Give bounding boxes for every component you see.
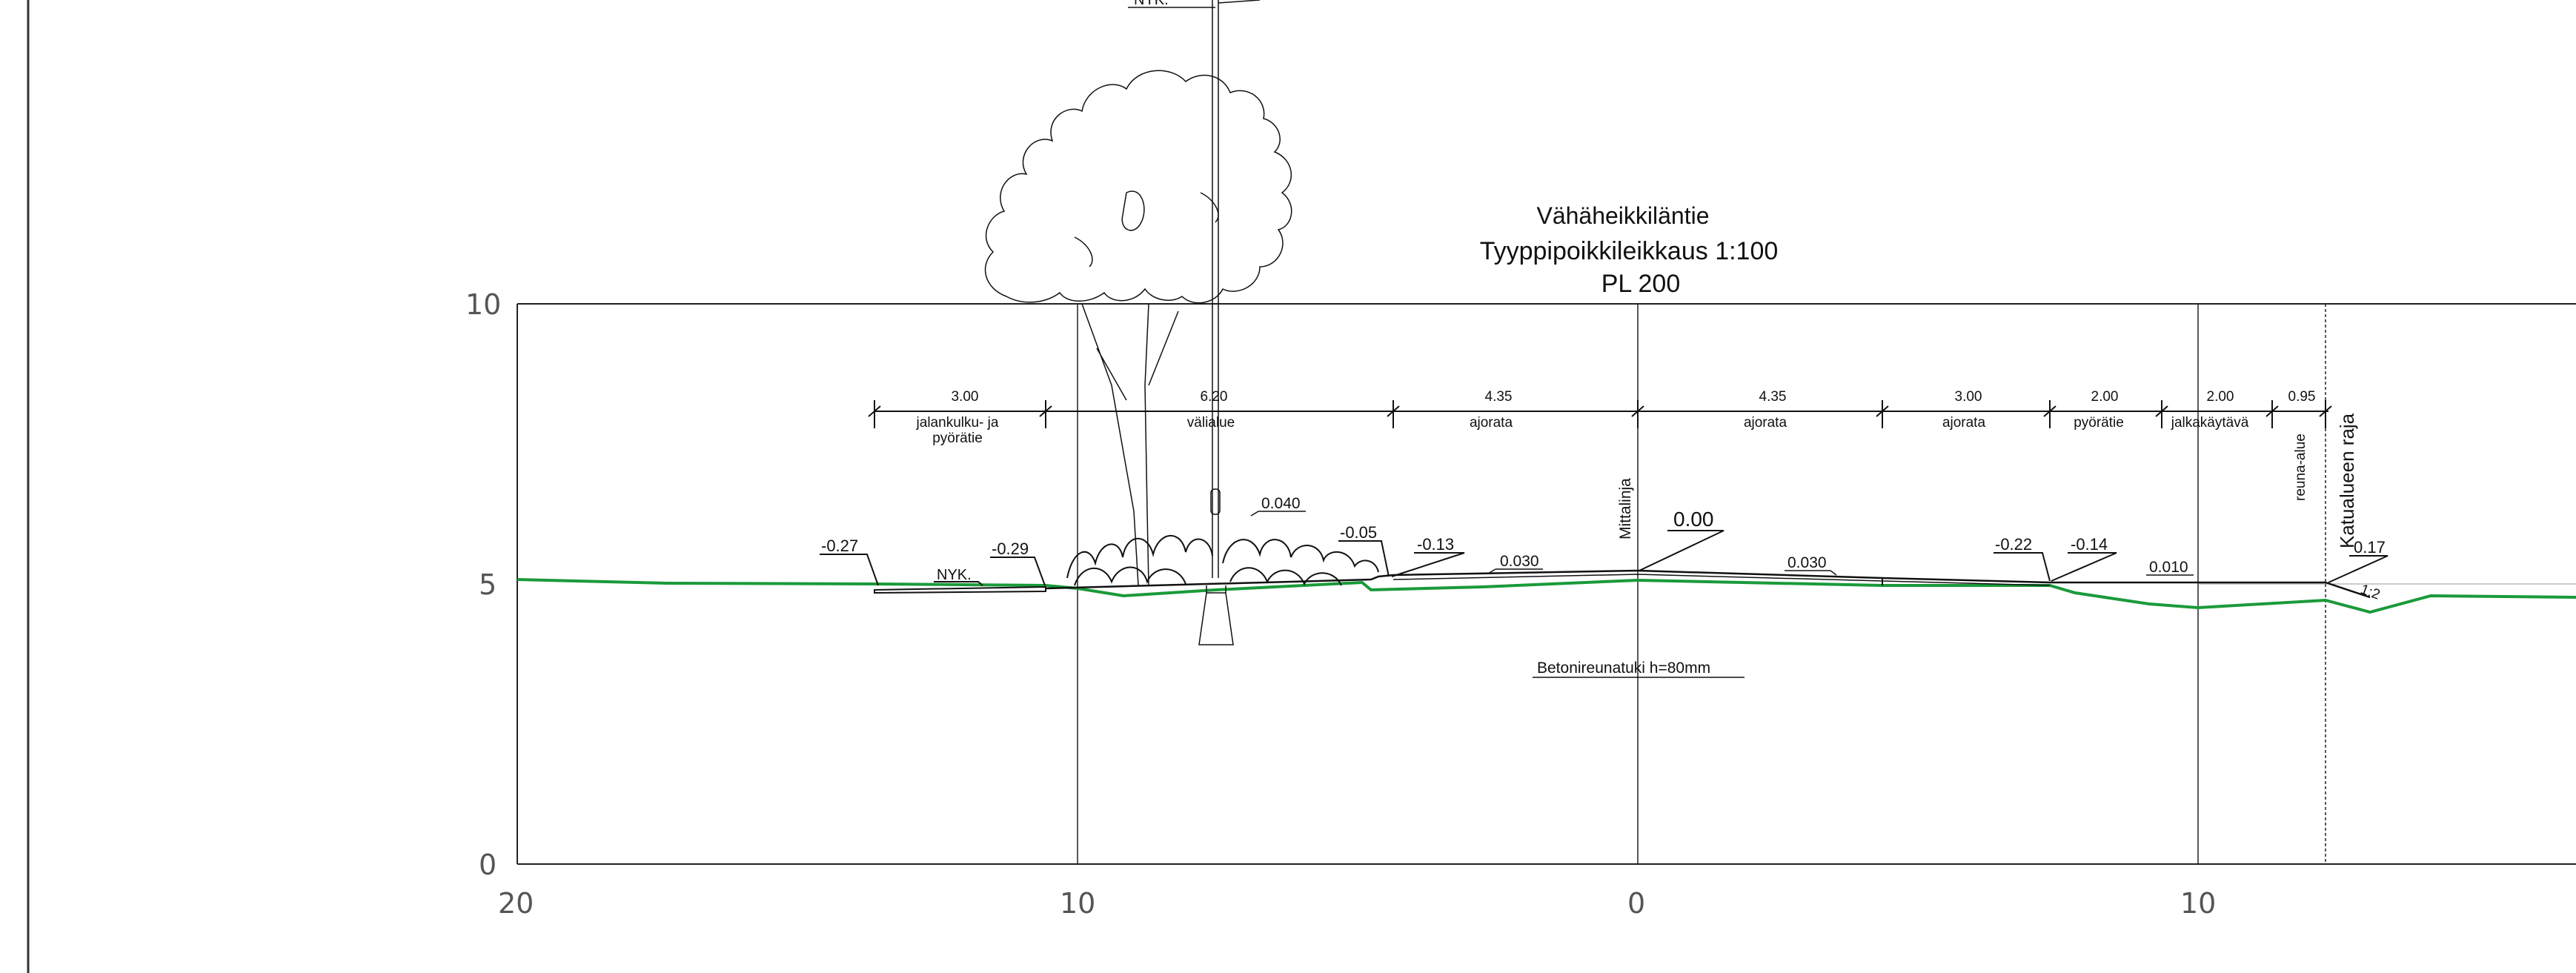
slope-label-5: 1:2 bbox=[2358, 582, 2382, 603]
width-value-1: 3.00 bbox=[952, 389, 979, 405]
width-label-5: ajorata bbox=[1942, 415, 1986, 431]
planned-surface bbox=[874, 569, 2371, 599]
width-value-7: 2.00 bbox=[2207, 389, 2234, 405]
level-label-5: 0.00 bbox=[1673, 508, 1714, 531]
light-pole bbox=[1198, 0, 1261, 645]
y-tick-10: 10 bbox=[465, 288, 501, 321]
y-tick-5: 5 bbox=[479, 568, 497, 601]
level-label-8: 0.17 bbox=[2354, 538, 2386, 557]
existing-label: NYK. bbox=[937, 567, 972, 583]
width-label-3: ajorata bbox=[1470, 415, 1513, 431]
existing-label-top: NYK. bbox=[1134, 0, 1169, 8]
shrub-planting bbox=[1066, 534, 1379, 586]
level-label-7: -0.14 bbox=[2071, 535, 2108, 554]
centerline-label: Mittalinja bbox=[1617, 478, 1634, 539]
width-value-2: 6.20 bbox=[1201, 389, 1228, 405]
width-label-line: jalankulku- ja bbox=[916, 415, 999, 431]
edge-area-label: reuna-alue bbox=[2293, 434, 2308, 501]
level-label-3: -0.05 bbox=[1340, 523, 1377, 542]
width-value-4: 4.35 bbox=[1759, 389, 1787, 405]
width-label-1: jalankulku- ja pyörätie bbox=[916, 415, 999, 446]
x-tick-10-left: 10 bbox=[1060, 887, 1095, 920]
level-leaders bbox=[820, 530, 2389, 586]
width-label-2: välialue bbox=[1187, 415, 1235, 431]
width-label-6: pyörätie bbox=[2074, 415, 2124, 431]
tree-illustration bbox=[984, 70, 1292, 586]
street-boundary-label: Katualueen raja bbox=[2336, 413, 2358, 548]
width-dimension-chain bbox=[868, 400, 2332, 428]
width-label-7: jalkakäytävä bbox=[2171, 415, 2249, 431]
level-label-4: -0.13 bbox=[1417, 535, 1454, 554]
width-label-line: pyörätie bbox=[932, 431, 983, 446]
x-tick-0: 0 bbox=[1627, 887, 1645, 920]
section-frame bbox=[517, 303, 2576, 865]
curb-note: Betonireunatuki h=80mm bbox=[1537, 660, 1710, 677]
level-label-6: -0.22 bbox=[1995, 535, 2032, 554]
slope-label-1: 0.040 bbox=[1261, 495, 1301, 512]
width-value-3: 4.35 bbox=[1485, 389, 1513, 405]
width-value-5: 3.00 bbox=[1955, 389, 1982, 405]
existing-ground-line bbox=[517, 578, 2576, 614]
width-value-8: 0.95 bbox=[2288, 389, 2316, 405]
y-tick-0: 0 bbox=[479, 849, 497, 881]
section-title: Tyyppipoikkileikkaus 1:100 bbox=[1480, 237, 1779, 265]
slope-label-4: 0.010 bbox=[2149, 559, 2188, 576]
slope-label-2: 0.030 bbox=[1500, 553, 1539, 570]
road-name: Vähäheikkiläntie bbox=[1536, 202, 1709, 229]
level-label-2: -0.29 bbox=[992, 539, 1029, 558]
x-tick-20: 20 bbox=[498, 887, 534, 920]
slope-label-3: 0.030 bbox=[1787, 554, 1827, 571]
width-label-4: ajorata bbox=[1744, 415, 1787, 431]
width-value-6: 2.00 bbox=[2091, 389, 2119, 405]
station-label: PL 200 bbox=[1601, 270, 1681, 298]
level-label-1: -0.27 bbox=[821, 537, 858, 555]
x-tick-10-right: 10 bbox=[2180, 887, 2216, 920]
